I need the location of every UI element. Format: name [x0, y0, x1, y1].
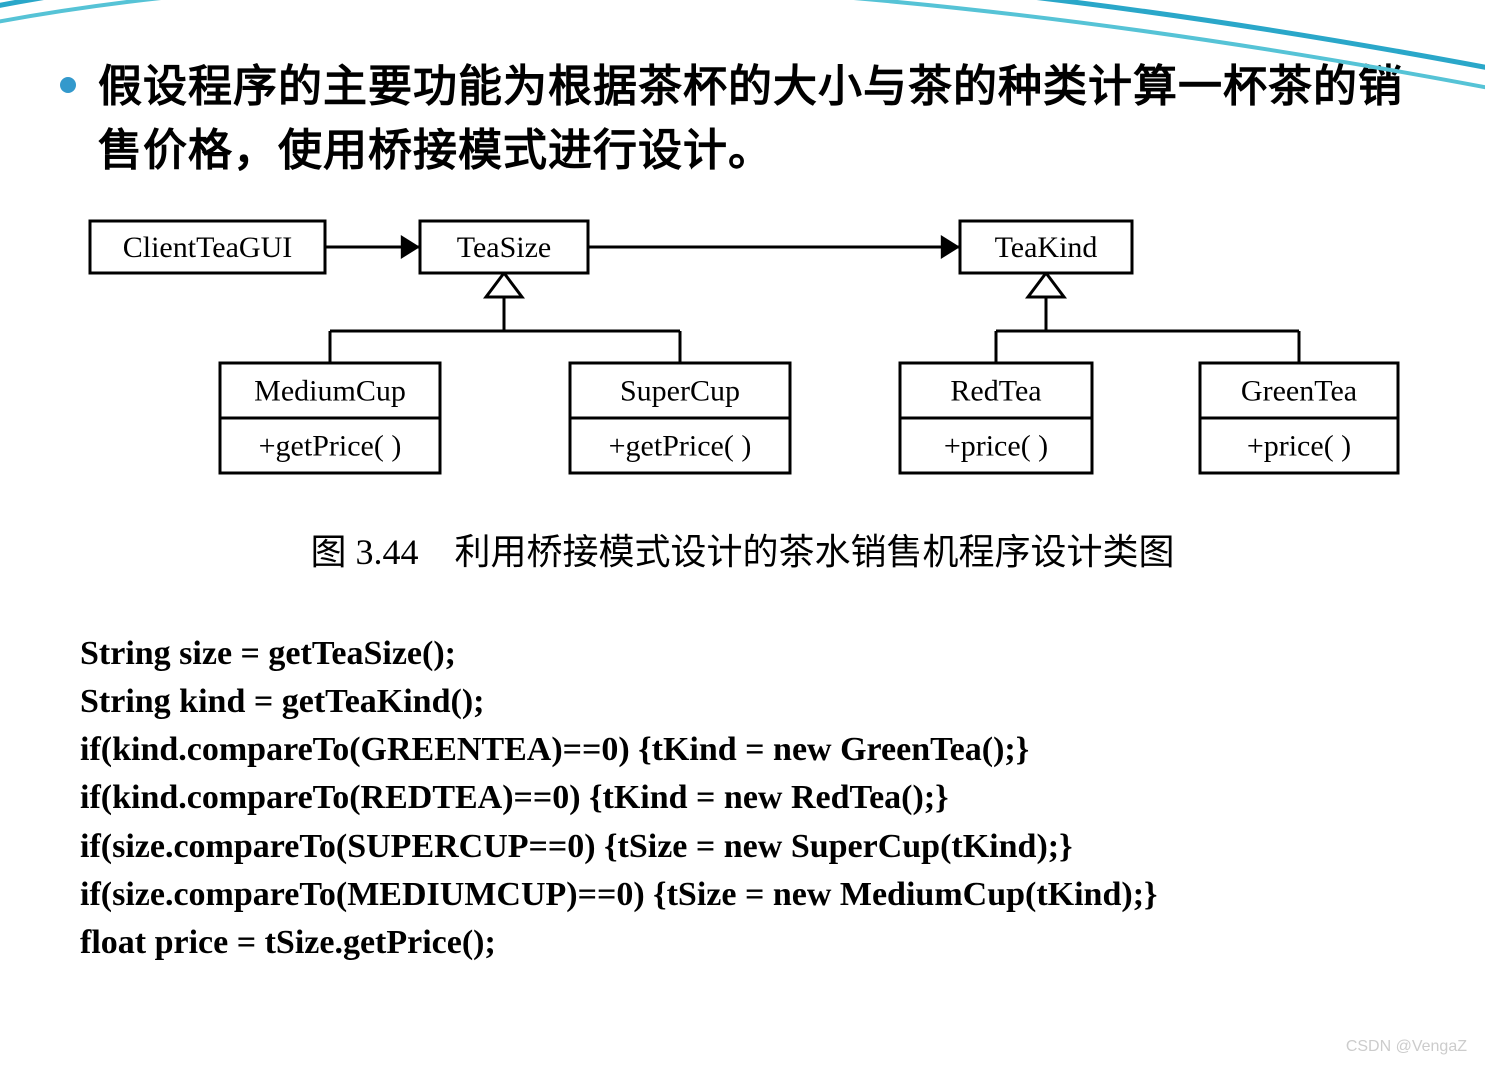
code-line: float price = tSize.getPrice();	[80, 919, 1425, 967]
uml-svg: ClientTeaGUI TeaSize TeaKind MediumCup +getP…	[80, 213, 1420, 483]
code-line: String size = getTeaSize();	[80, 630, 1425, 678]
code-line: if(kind.compareTo(GREENTEA)==0) {tKind =…	[80, 726, 1425, 774]
svg-text:TeaSize: TeaSize	[457, 231, 552, 264]
figure-caption: 图 3.44 利用桥接模式设计的茶水销售机程序设计类图	[60, 523, 1425, 575]
watermark-text: CSDN @VengaZ	[1346, 1038, 1467, 1056]
code-line: if(kind.compareTo(REDTEA)==0) {tKind = n…	[80, 774, 1425, 822]
svg-text:+getPrice( ): +getPrice( )	[259, 429, 402, 462]
decorative-curve	[0, 0, 1485, 120]
svg-text:+price( ): +price( )	[944, 429, 1048, 462]
svg-text:SuperCup: SuperCup	[620, 374, 740, 407]
svg-text:ClientTeaGUI: ClientTeaGUI	[123, 231, 293, 264]
svg-text:MediumCup: MediumCup	[254, 374, 406, 407]
code-block: String size = getTeaSize();String kind =…	[80, 630, 1425, 968]
svg-text:+price( ): +price( )	[1247, 429, 1351, 462]
code-line: if(size.compareTo(SUPERCUP==0) {tSize = …	[80, 823, 1425, 871]
code-line: String kind = getTeaKind();	[80, 678, 1425, 726]
svg-text:GreenTea: GreenTea	[1241, 374, 1357, 407]
svg-text:+getPrice( ): +getPrice( )	[609, 429, 752, 462]
slide-content: 假设程序的主要功能为根据茶杯的大小与茶的种类计算一杯茶的销售价格，使用桥接模式进…	[0, 0, 1485, 967]
svg-text:TeaKind: TeaKind	[995, 231, 1098, 264]
svg-text:RedTea: RedTea	[950, 374, 1041, 407]
code-line: if(size.compareTo(MEDIUMCUP)==0) {tSize …	[80, 871, 1425, 919]
uml-diagram: ClientTeaGUI TeaSize TeaKind MediumCup +getP…	[80, 213, 1420, 483]
